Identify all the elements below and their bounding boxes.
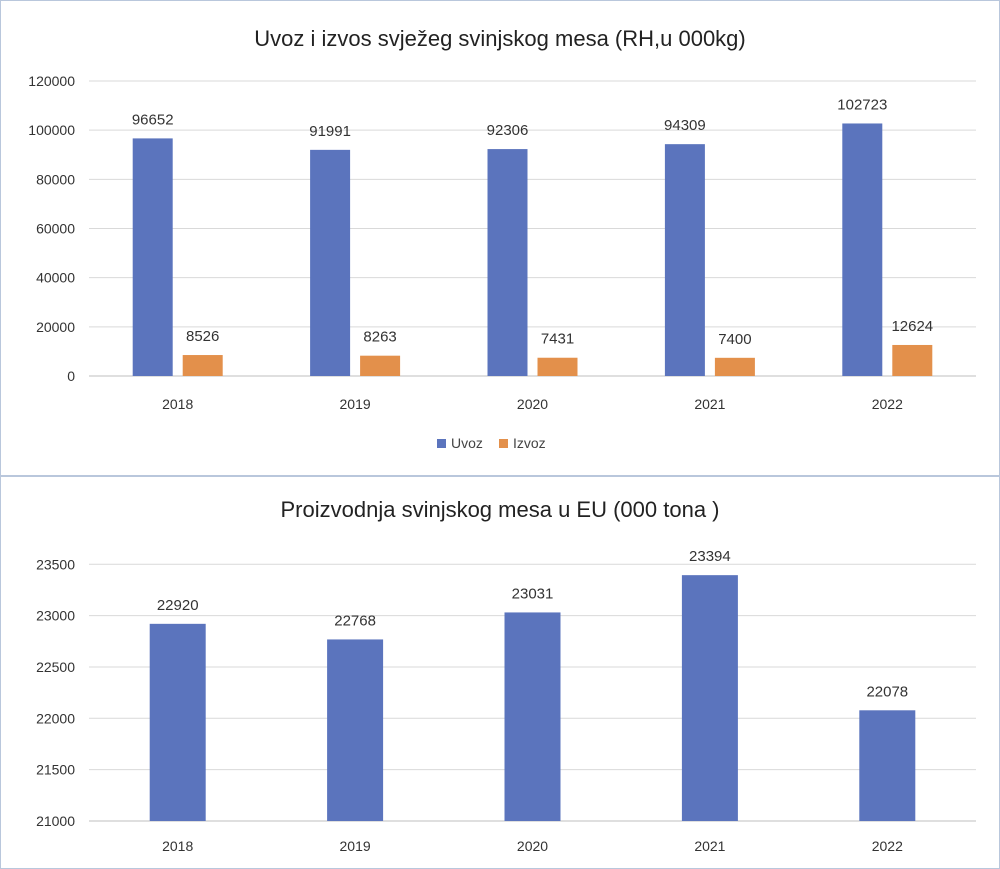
y-tick-label: 23000 — [36, 608, 75, 624]
data-label-value: 22920 — [157, 597, 199, 614]
y-tick-label: 22500 — [36, 659, 75, 675]
chart-title: Proizvodnja svinjskog mesa u EU (000 ton… — [281, 497, 720, 522]
y-tick-label: 120000 — [28, 73, 75, 89]
legend-swatch-izvoz — [499, 439, 508, 448]
bar-izvoz — [182, 355, 223, 376]
x-tick-label: 2021 — [694, 838, 725, 854]
y-tick-label: 0 — [67, 368, 75, 384]
legend-swatch-uvoz — [437, 439, 446, 448]
data-label-uvoz: 102723 — [837, 96, 887, 113]
import-export-chart: Uvoz i izvos svježeg svinjskog mesa (RH,… — [28, 26, 976, 451]
x-tick-label: 2022 — [872, 396, 903, 412]
legend-label-uvoz: Uvoz — [451, 435, 483, 451]
data-label-uvoz: 91991 — [309, 123, 351, 140]
y-tick-label: 100000 — [28, 122, 75, 138]
bar-value — [681, 575, 738, 821]
bar-value — [149, 623, 206, 821]
y-tick-label: 22000 — [36, 710, 75, 726]
y-tick-label: 23500 — [36, 556, 75, 572]
y-tick-label: 60000 — [36, 221, 75, 237]
y-tick-label: 21000 — [36, 813, 75, 829]
y-tick-label: 20000 — [36, 319, 75, 335]
data-label-izvoz: 7400 — [718, 331, 751, 348]
bar-value — [504, 612, 561, 821]
data-label-value: 23031 — [512, 585, 554, 602]
data-label-uvoz: 92306 — [487, 122, 529, 139]
bar-uvoz — [842, 123, 883, 376]
y-tick-label: 21500 — [36, 762, 75, 778]
x-tick-label: 2018 — [162, 838, 193, 854]
x-tick-label: 2020 — [517, 838, 548, 854]
bar-value — [859, 710, 916, 821]
bar-value — [327, 639, 384, 821]
data-label-value: 22078 — [866, 683, 908, 700]
data-label-uvoz: 96652 — [132, 111, 174, 128]
bar-uvoz — [132, 138, 173, 376]
bar-uvoz — [310, 149, 351, 376]
x-tick-label: 2020 — [517, 396, 548, 412]
data-label-value: 22768 — [334, 612, 376, 629]
data-label-izvoz: 12624 — [891, 318, 933, 335]
x-tick-label: 2019 — [340, 838, 371, 854]
bar-izvoz — [537, 357, 578, 376]
bar-izvoz — [892, 344, 933, 376]
legend-label-izvoz: Izvoz — [513, 435, 546, 451]
data-label-izvoz: 7431 — [541, 331, 574, 348]
bar-izvoz — [714, 357, 755, 376]
chart-title: Uvoz i izvos svježeg svinjskog mesa (RH,… — [254, 26, 746, 51]
bar-uvoz — [487, 149, 528, 376]
y-tick-label: 40000 — [36, 270, 75, 286]
x-tick-label: 2021 — [694, 396, 725, 412]
y-tick-label: 80000 — [36, 171, 75, 187]
x-tick-label: 2018 — [162, 396, 193, 412]
bar-uvoz — [664, 144, 705, 376]
bar-izvoz — [360, 355, 401, 376]
data-label-izvoz: 8263 — [363, 329, 396, 346]
x-tick-label: 2022 — [872, 838, 903, 854]
data-label-value: 23394 — [689, 548, 731, 565]
x-tick-label: 2019 — [340, 396, 371, 412]
data-label-izvoz: 8526 — [186, 328, 219, 345]
chart-panel-import-export: Uvoz i izvos svježeg svinjskog mesa (RH,… — [0, 0, 1000, 476]
eu-production-chart: Proizvodnja svinjskog mesa u EU (000 ton… — [36, 497, 976, 854]
data-label-uvoz: 94309 — [664, 117, 706, 134]
chart-panel-eu-production: Proizvodnja svinjskog mesa u EU (000 ton… — [0, 476, 1000, 869]
